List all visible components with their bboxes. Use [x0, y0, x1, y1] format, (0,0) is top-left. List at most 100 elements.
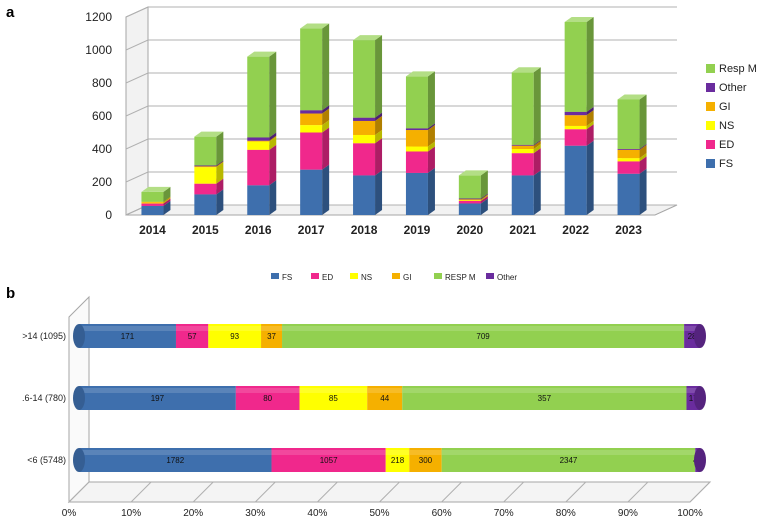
bar-segment	[300, 132, 323, 170]
legend-label: GI	[403, 273, 411, 282]
x-tick-label: 60%	[432, 508, 452, 518]
gridline	[125, 171, 677, 183]
panel-label-b: b	[6, 285, 15, 302]
legend-label: GI	[719, 101, 731, 113]
bar-segment-side	[427, 125, 435, 147]
bar-segment	[511, 153, 534, 176]
bar-segment-side	[480, 194, 488, 201]
y-tick-label: 200	[92, 175, 112, 189]
bar-segment	[300, 125, 323, 133]
bar-segment-side	[480, 170, 488, 199]
bar-segment	[247, 56, 270, 138]
legend-label: RESP M	[445, 273, 476, 282]
bar-highlight	[271, 450, 386, 455]
gridline	[192, 481, 214, 503]
bar-segment	[617, 149, 640, 159]
bar-segment	[564, 21, 587, 112]
legend-label: Other	[719, 82, 747, 94]
x-tick-label: 2021	[509, 223, 536, 237]
x-tick-label: 2015	[192, 223, 219, 237]
bar-segment-side	[375, 115, 383, 135]
bar-segment-side	[639, 144, 647, 159]
bar-highlight	[299, 388, 368, 393]
bar-segment-top	[194, 131, 224, 137]
bar-segment-side	[375, 138, 383, 176]
x-tick-label: 2017	[298, 223, 325, 237]
y-tick-label: 400	[92, 142, 112, 156]
x-tick-label: 2019	[404, 223, 431, 237]
legend-label: FS	[719, 158, 733, 170]
bar-cap-right	[694, 448, 706, 472]
legend-swatch	[311, 273, 319, 279]
data-label: 2347	[560, 456, 578, 465]
y-tick-label: 1200	[85, 10, 112, 24]
y-category-label: .6-14 (780)	[22, 393, 66, 403]
bar-highlight	[282, 326, 685, 331]
bar-highlight	[79, 388, 236, 393]
bar-highlight	[261, 326, 283, 331]
data-label: 1057	[320, 456, 338, 465]
bar-cap-right	[694, 386, 706, 410]
bar-segment	[405, 146, 428, 152]
gridline	[125, 6, 677, 18]
bar-segment-side	[480, 195, 488, 204]
data-label: 93	[230, 332, 239, 341]
bar-segment	[247, 137, 270, 141]
data-label: 80	[263, 394, 272, 403]
bar-segment	[458, 200, 481, 201]
bar-segment-side	[322, 105, 330, 114]
legend-swatch	[706, 140, 715, 149]
bar-segment-side	[322, 23, 330, 111]
bar-segment-top	[247, 51, 277, 57]
y-category-label: >14 (1095)	[22, 331, 66, 341]
bar-segment	[141, 205, 164, 215]
x-tick-label: 2020	[456, 223, 483, 237]
bar-segment-side	[533, 148, 541, 176]
data-label: 197	[151, 394, 165, 403]
panel-label-a: a	[6, 4, 15, 21]
bar-segment	[141, 201, 164, 203]
bar-segment	[353, 143, 376, 176]
legend-swatch	[486, 273, 494, 279]
gridline	[254, 481, 276, 503]
bar-segment-top	[405, 71, 435, 77]
bar-segment-side	[639, 94, 647, 149]
data-label: 57	[188, 332, 197, 341]
bar-segment	[564, 111, 587, 116]
bar-highlight	[684, 326, 700, 331]
bar-highlight	[79, 450, 272, 455]
bar-segment-top	[353, 35, 383, 41]
bar-segment	[141, 203, 164, 206]
bar-segment-side	[586, 106, 594, 116]
x-tick-label: 2014	[139, 223, 166, 237]
bar-segment	[458, 203, 481, 215]
bar-segment	[511, 149, 534, 154]
bar-segment-side	[216, 160, 224, 167]
legend-swatch	[271, 273, 279, 279]
x-tick-label: 2018	[351, 223, 378, 237]
x-tick-label: 0%	[62, 508, 77, 518]
bar-segment	[247, 141, 270, 150]
bar-segment	[300, 169, 323, 215]
gridline	[125, 105, 677, 117]
bar-highlight	[235, 388, 300, 393]
bar-segment	[300, 110, 323, 114]
legend-swatch	[706, 102, 715, 111]
bar-segment-side	[480, 195, 488, 201]
bar-segment	[194, 194, 217, 215]
bar-highlight	[402, 388, 687, 393]
bar-highlight	[367, 388, 403, 393]
bar-segment-side	[427, 146, 435, 173]
legend-label: Other	[497, 273, 517, 282]
y-tick-label: 800	[92, 76, 112, 90]
data-label: 85	[329, 394, 338, 403]
bar-segment	[511, 145, 534, 149]
bar-segment-side	[269, 136, 277, 150]
bar-segment	[300, 28, 323, 111]
bar-segment	[247, 149, 270, 186]
bar-segment	[194, 165, 217, 167]
bar-segment	[300, 113, 323, 126]
bar-segment-side	[533, 144, 541, 154]
legend-swatch	[392, 273, 400, 279]
bar-cap-right	[694, 324, 706, 348]
